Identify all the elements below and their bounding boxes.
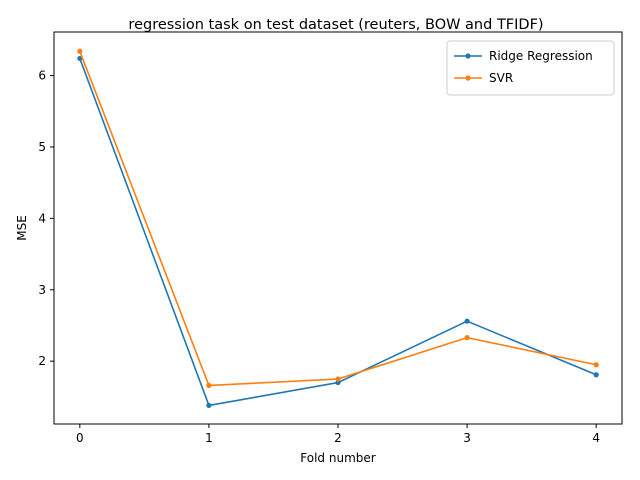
data-point: [335, 376, 341, 382]
legend-label: SVR: [489, 71, 513, 85]
data-point: [335, 379, 341, 386]
y-axis: 2 3 4 5 6: [38, 69, 54, 368]
data-point: [206, 382, 212, 389]
y-tick-label: 4: [38, 211, 46, 225]
x-tick-label: 2: [334, 431, 342, 445]
x-tick-label: 4: [592, 431, 600, 445]
data-point: [464, 318, 470, 324]
data-point: [77, 55, 83, 62]
legend-label: Ridge Regression: [489, 49, 593, 63]
x-tick-label: 0: [76, 431, 84, 445]
data-point: [206, 402, 212, 409]
x-axis: 0 1 2 3 4: [76, 424, 600, 445]
series-ridge-regression: [77, 55, 599, 409]
legend-item: Ridge Regression: [454, 49, 593, 63]
data-point: [464, 335, 470, 341]
series-layer: [77, 48, 599, 409]
x-axis-label: Fold number: [300, 451, 375, 465]
x-tick-label: 3: [463, 431, 471, 445]
legend-item: SVR: [454, 71, 513, 85]
x-tick-label: 1: [205, 431, 213, 445]
y-tick-label: 2: [38, 354, 46, 368]
legend-marker: [465, 75, 471, 81]
legend-box: [446, 40, 615, 96]
y-axis-label: MSE: [15, 215, 29, 241]
legend-marker: [465, 53, 471, 59]
data-point: [593, 362, 599, 368]
data-point: [593, 372, 599, 378]
series-svr: [77, 48, 599, 389]
y-tick-label: 3: [38, 283, 46, 297]
data-point: [77, 48, 83, 54]
y-tick-label: 6: [38, 69, 46, 83]
chart-title: regression task on test dataset (reuters…: [128, 17, 543, 33]
y-tick-label: 5: [38, 140, 46, 154]
legend: Ridge Regression SVR: [446, 40, 615, 96]
